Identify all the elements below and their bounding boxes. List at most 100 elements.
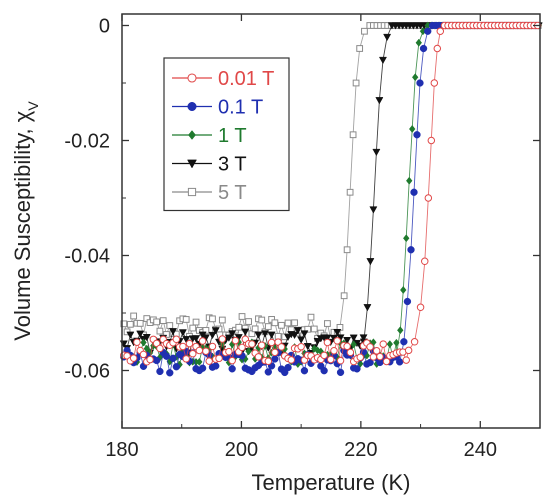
data-point [330, 347, 338, 355]
data-point [166, 369, 174, 377]
data-point [415, 38, 422, 47]
data-point [349, 131, 357, 139]
data-point [369, 353, 378, 361]
y-axis-title-group: Volume Susceptibility, χV [10, 101, 41, 341]
legend-marker [187, 101, 197, 112]
y-tick-label: 0 [99, 16, 110, 38]
data-point [424, 194, 433, 202]
legend-marker [187, 187, 197, 197]
data-point [303, 343, 312, 351]
data-point [313, 337, 322, 346]
data-point [278, 321, 285, 329]
data-point [350, 340, 357, 349]
data-point [202, 327, 210, 334]
data-point [366, 343, 374, 351]
y-tick-label: -0.02 [64, 131, 110, 153]
legend-entry: 3 T [172, 154, 247, 176]
data-point [146, 355, 154, 364]
data-point [139, 350, 148, 359]
data-point [363, 304, 372, 312]
data-point [264, 357, 273, 366]
data-point [323, 334, 332, 342]
data-point [271, 355, 279, 363]
data-point [340, 292, 348, 300]
data-point [156, 327, 164, 335]
legend-entry: 0.1 T [172, 97, 263, 119]
data-point [353, 365, 361, 373]
data-point [311, 344, 318, 353]
data-point [198, 364, 207, 372]
data-point [195, 346, 204, 355]
data-point [178, 329, 187, 337]
data-point [410, 188, 418, 196]
data-point [379, 340, 387, 348]
x-tick-label: 240 [464, 439, 497, 461]
data-point [218, 316, 226, 324]
data-point [215, 354, 223, 363]
data-point [406, 176, 413, 185]
data-point [413, 131, 421, 139]
data-point [372, 148, 381, 157]
data-point [436, 27, 445, 35]
data-point [245, 318, 252, 325]
data-point [224, 334, 233, 342]
data-point [228, 356, 236, 365]
data-point [166, 322, 174, 329]
data-point [407, 246, 415, 254]
legend-marker [187, 73, 197, 83]
data-point [290, 331, 299, 340]
data-point [284, 319, 292, 327]
data-point [271, 319, 279, 327]
data-point [400, 285, 407, 295]
data-point [235, 323, 243, 331]
data-point [297, 342, 305, 351]
data-point [356, 45, 364, 52]
data-point [136, 330, 145, 338]
data-point [284, 363, 292, 372]
data-point [254, 331, 263, 339]
data-point [378, 56, 387, 65]
legend-label: 1 T [218, 125, 247, 147]
data-point [411, 73, 419, 82]
data-point [185, 339, 194, 348]
data-point [228, 365, 236, 373]
data-point [336, 368, 345, 377]
data-point [142, 334, 151, 342]
data-point [376, 352, 384, 361]
legend-entry: 0.01 T [172, 68, 274, 90]
data-point [248, 340, 256, 348]
data-point [291, 319, 298, 327]
data-point [359, 334, 368, 342]
data-point [163, 331, 170, 338]
data-point [403, 234, 410, 243]
data-point [293, 327, 302, 335]
legend-label: 3 T [218, 154, 247, 176]
data-point [307, 313, 315, 321]
data-point [140, 338, 147, 347]
data-point [427, 136, 436, 145]
data-point [402, 356, 410, 364]
y-tick-label: -0.06 [64, 361, 110, 383]
data-point [304, 325, 312, 333]
data-point [257, 341, 266, 349]
data-point [333, 337, 342, 345]
y-axis-title-main: Volume Susceptibility, χ [10, 110, 35, 340]
data-point [172, 335, 181, 344]
data-point [212, 362, 220, 370]
data-point [238, 343, 246, 352]
data-point [386, 340, 394, 349]
data-point [202, 347, 210, 355]
data-point [346, 348, 355, 357]
data-point [300, 367, 309, 375]
x-tick-label: 220 [344, 439, 377, 461]
legend-label: 0.01 T [218, 68, 274, 90]
data-point [169, 328, 178, 336]
data-point [403, 297, 412, 306]
data-point [419, 44, 428, 53]
data-point [130, 312, 138, 320]
legend-label: 0.1 T [218, 97, 263, 119]
data-point [277, 343, 286, 351]
data-point [424, 27, 432, 35]
data-point [218, 335, 227, 343]
